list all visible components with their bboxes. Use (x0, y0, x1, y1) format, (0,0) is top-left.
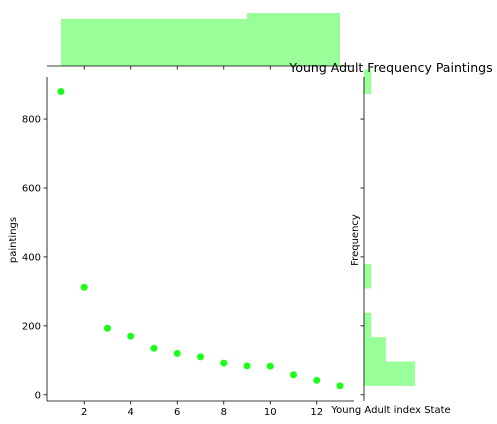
main-axes: 2 4 6 8 10 12 0 200 400 600 800 (22, 77, 354, 418)
x-tick-label: 2 (81, 407, 87, 418)
data-point (313, 377, 320, 384)
data-point (174, 350, 181, 357)
y-tick-label: 600 (22, 183, 41, 194)
right-histogram-bar (364, 264, 371, 288)
data-point (337, 382, 344, 389)
data-points (57, 88, 343, 389)
right-histogram-bar (364, 361, 415, 385)
chart-title: Young Adult Frequency Paintings (288, 60, 492, 75)
y-tick-label: 0 (35, 390, 41, 401)
y-axis-label: paintings (8, 217, 19, 263)
top-histogram-bar (61, 19, 247, 66)
right-histogram-bar (364, 337, 386, 361)
x-axis-label: Young Adult index State (330, 405, 450, 416)
data-point (150, 345, 157, 352)
x-tick-label: 6 (174, 407, 180, 418)
right-histogram (361, 69, 416, 401)
data-point (244, 362, 251, 369)
right-histogram-bar (364, 313, 371, 337)
data-point (127, 333, 134, 340)
marginal-y-axis-label: Frequency (350, 214, 361, 266)
data-point (104, 325, 111, 332)
data-point (197, 353, 204, 360)
x-tick-label: 8 (221, 407, 227, 418)
x-tick-label: 12 (310, 407, 323, 418)
data-point (81, 284, 88, 291)
y-tick-label: 400 (22, 252, 41, 263)
y-tick-label: 200 (22, 321, 41, 332)
top-histogram-bar (247, 13, 340, 66)
data-point (290, 371, 297, 378)
x-tick-label: 4 (128, 407, 134, 418)
data-point (57, 88, 64, 95)
y-tick-label: 800 (22, 115, 41, 126)
data-point (220, 360, 227, 367)
data-point (267, 363, 274, 370)
x-tick-label: 10 (264, 407, 277, 418)
